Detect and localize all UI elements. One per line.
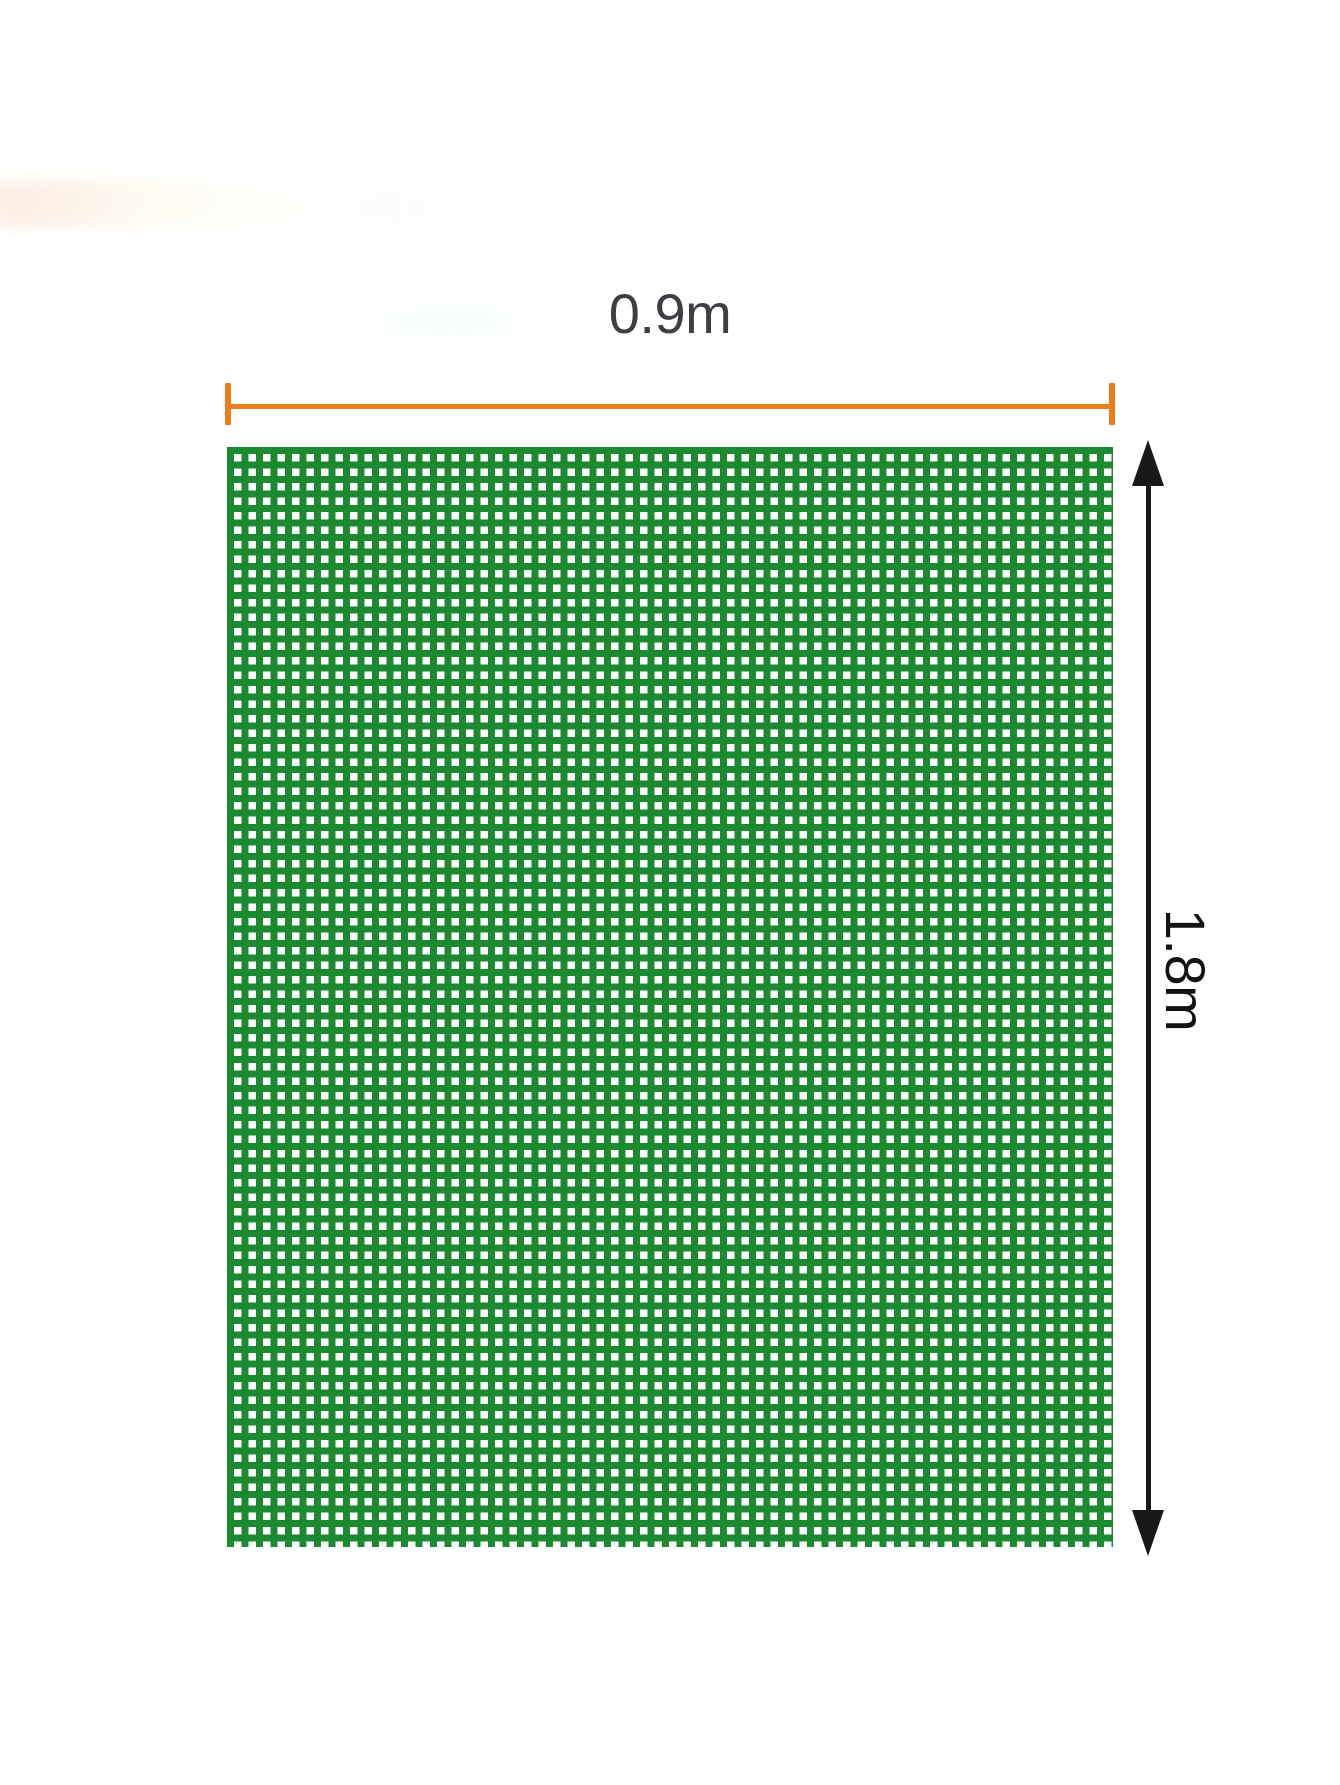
height-dimension-arrowhead-bottom-icon (1132, 1510, 1164, 1556)
height-dimension-line (1126, 440, 1172, 1560)
width-dimension-label: 0.9m (608, 282, 732, 345)
background-tint-band (0, 186, 640, 228)
height-dimension-label: 1.8m (1154, 908, 1217, 1032)
green-mesh-sheet (227, 447, 1113, 1547)
width-dimension-cap-right-icon (1109, 383, 1115, 425)
width-dimension-line (225, 383, 1115, 427)
height-dimension-rule (1146, 468, 1151, 1530)
background-tint-left (0, 168, 240, 230)
width-dimension-rule (225, 404, 1115, 409)
width-dimension-cap-left-icon (225, 383, 231, 425)
